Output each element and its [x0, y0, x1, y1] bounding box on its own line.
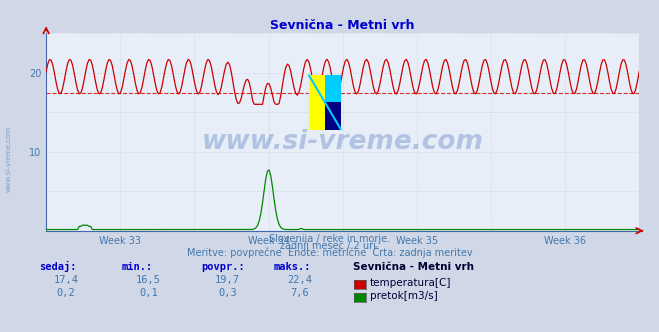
Bar: [325, 75, 341, 102]
Text: www.si-vreme.com: www.si-vreme.com: [5, 126, 11, 193]
Text: 0,1: 0,1: [139, 288, 158, 298]
Text: povpr.:: povpr.:: [201, 262, 244, 272]
Text: Meritve: povprečne  Enote: metrične  Črta: zadnja meritev: Meritve: povprečne Enote: metrične Črta:…: [186, 246, 473, 258]
Text: pretok[m3/s]: pretok[m3/s]: [370, 291, 438, 301]
Text: min.:: min.:: [122, 262, 153, 272]
Text: temperatura[C]: temperatura[C]: [370, 278, 451, 288]
Text: 17,4: 17,4: [53, 275, 78, 285]
Text: 0,2: 0,2: [57, 288, 75, 298]
Text: sedaj:: sedaj:: [40, 261, 77, 272]
Bar: [308, 75, 325, 130]
Bar: [325, 102, 341, 130]
Text: 19,7: 19,7: [215, 275, 240, 285]
Title: Sevnična - Metni vrh: Sevnična - Metni vrh: [270, 19, 415, 32]
Text: maks.:: maks.:: [273, 262, 311, 272]
Text: 22,4: 22,4: [287, 275, 312, 285]
Text: 7,6: 7,6: [291, 288, 309, 298]
Text: www.si-vreme.com: www.si-vreme.com: [202, 129, 484, 155]
Text: 0,3: 0,3: [218, 288, 237, 298]
Text: 16,5: 16,5: [136, 275, 161, 285]
Text: Slovenija / reke in morje.: Slovenija / reke in morje.: [269, 234, 390, 244]
Text: Sevnična - Metni vrh: Sevnična - Metni vrh: [353, 262, 474, 272]
Text: zadnji mesec / 2 uri.: zadnji mesec / 2 uri.: [280, 241, 379, 251]
